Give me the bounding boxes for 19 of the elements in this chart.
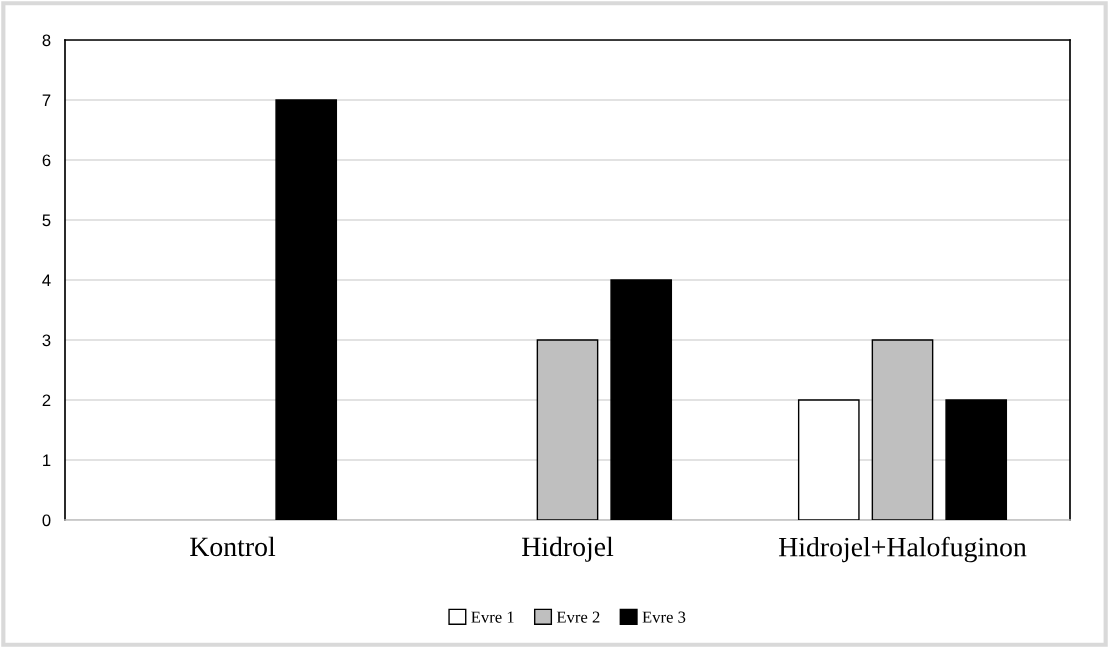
legend-label: Evre 2	[556, 611, 600, 623]
bar	[945, 399, 1008, 520]
x-tick-label: Kontrol	[190, 536, 276, 557]
y-tick-label: 2	[42, 394, 51, 407]
x-tick-label: Hidrojel+Halofuginon	[778, 536, 1027, 563]
y-tick-label: 1	[43, 454, 51, 467]
bar	[610, 279, 673, 520]
y-tick-label: 6	[42, 154, 51, 167]
legend-label: Evre 1	[471, 611, 514, 623]
y-tick-label: 3	[42, 334, 51, 347]
y-tick-label: 0	[42, 514, 51, 527]
y-tick-label: 4	[42, 274, 51, 287]
bar	[275, 99, 338, 520]
x-tick-label: Hidrojel	[522, 536, 614, 562]
y-tick-label: 5	[42, 214, 51, 227]
y-tick-label: 8	[42, 34, 51, 47]
bar	[797, 399, 860, 520]
y-tick-label: 7	[42, 94, 51, 107]
legend-label: Evre 3	[642, 611, 686, 623]
